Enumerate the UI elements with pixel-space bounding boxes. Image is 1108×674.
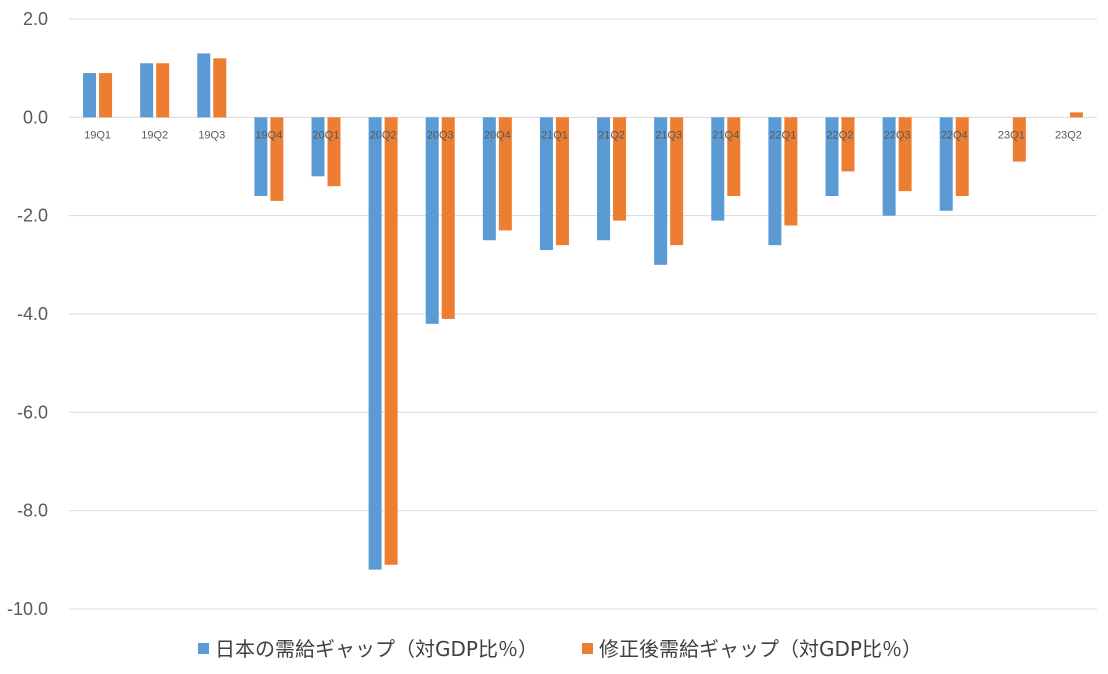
bar-series-2-19Q2: [156, 63, 170, 118]
bar-series-2-21Q3: [670, 117, 684, 246]
x-axis-category-labels: 19Q1 19Q2 19Q3 19Q4 20Q1 20Q2 20Q3 20Q4 21Q1 21Q2…: [84, 129, 1082, 141]
bar-series-2-22Q1: [784, 117, 798, 226]
bar-series-2-21Q4: [727, 117, 741, 196]
legend-swatch-series-1: [198, 643, 209, 654]
x-tick-label: 22Q1: [769, 129, 796, 141]
legend: 日本の需給ギャップ（対GDP比％） 修正後需給ギャップ（対GDP比％）: [198, 637, 922, 661]
bar-series-1-20Q2: [368, 117, 382, 570]
bar-series-1-21Q4: [711, 117, 725, 221]
y-axis-ticks: 2.0 0.0 -2.0 -4.0 -6.0 -8.0 -10.0: [7, 9, 48, 619]
x-tick-label: 22Q3: [884, 129, 911, 141]
bar-series-1-21Q3: [654, 117, 668, 265]
bar-series-2-20Q3: [441, 117, 455, 319]
x-tick-label: 20Q3: [427, 129, 454, 141]
bar-series-1-20Q4: [482, 117, 496, 241]
x-tick-label: 22Q2: [827, 129, 854, 141]
bar-series-2-20Q1: [327, 117, 341, 187]
y-tick-label: -6.0: [17, 402, 48, 422]
x-tick-label: 23Q2: [1055, 129, 1082, 141]
bar-series-2-19Q1: [99, 73, 113, 118]
y-tick-label: -10.0: [7, 599, 48, 619]
bar-series-2-23Q1: [1012, 117, 1026, 162]
x-tick-label: 19Q4: [255, 129, 282, 141]
x-tick-label: 19Q2: [141, 129, 168, 141]
bar-series-2-22Q2: [841, 117, 855, 172]
bar-series-2-23Q2: [1069, 112, 1083, 118]
y-tick-label: 0.0: [23, 107, 48, 127]
bar-series-1-22Q3: [882, 117, 896, 216]
bar-series-2-20Q2: [384, 117, 398, 565]
bar-series-2-21Q1: [555, 117, 569, 246]
x-tick-label: 19Q3: [198, 129, 225, 141]
legend-label-series-1: 日本の需給ギャップ（対GDP比％）: [215, 637, 538, 661]
x-tick-label: 20Q1: [313, 129, 340, 141]
bar-series-1-21Q1: [539, 117, 553, 251]
x-tick-label: 23Q1: [998, 129, 1025, 141]
x-tick-label: 20Q2: [370, 129, 397, 141]
bar-series-2-20Q4: [498, 117, 512, 231]
x-tick-label: 21Q4: [712, 129, 739, 141]
legend-swatch-series-2: [582, 643, 593, 654]
y-tick-label: -4.0: [17, 304, 48, 324]
x-tick-label: 19Q1: [84, 129, 111, 141]
bar-series-1-22Q4: [939, 117, 953, 211]
bar-series-1-19Q1: [83, 73, 97, 118]
bar-series-2-21Q2: [613, 117, 627, 221]
bar-series-2-19Q3: [213, 58, 227, 118]
x-tick-label: 22Q4: [941, 129, 968, 141]
bar-series-1-20Q1: [311, 117, 325, 177]
bar-series-1-21Q2: [597, 117, 611, 241]
bars: [83, 53, 1083, 570]
bar-series-1-19Q3: [197, 53, 211, 118]
x-tick-label: 20Q4: [484, 129, 511, 141]
bar-series-2-19Q4: [270, 117, 284, 201]
bar-series-1-19Q2: [140, 63, 154, 118]
x-tick-label: 21Q2: [598, 129, 625, 141]
legend-label-series-2: 修正後需給ギャップ（対GDP比％）: [599, 637, 922, 661]
gridlines: [69, 18, 1097, 610]
bar-series-1-22Q1: [768, 117, 782, 246]
bar-series-1-22Q2: [825, 117, 839, 196]
y-tick-label: -2.0: [17, 206, 48, 226]
x-tick-label: 21Q3: [655, 129, 682, 141]
bar-series-1-19Q4: [254, 117, 268, 196]
bar-series-2-22Q4: [955, 117, 969, 196]
bar-series-1-20Q3: [425, 117, 439, 324]
y-tick-label: -8.0: [17, 501, 48, 521]
x-tick-label: 21Q1: [541, 129, 568, 141]
y-tick-label: 2.0: [23, 9, 48, 29]
bar-series-2-22Q3: [898, 117, 912, 192]
